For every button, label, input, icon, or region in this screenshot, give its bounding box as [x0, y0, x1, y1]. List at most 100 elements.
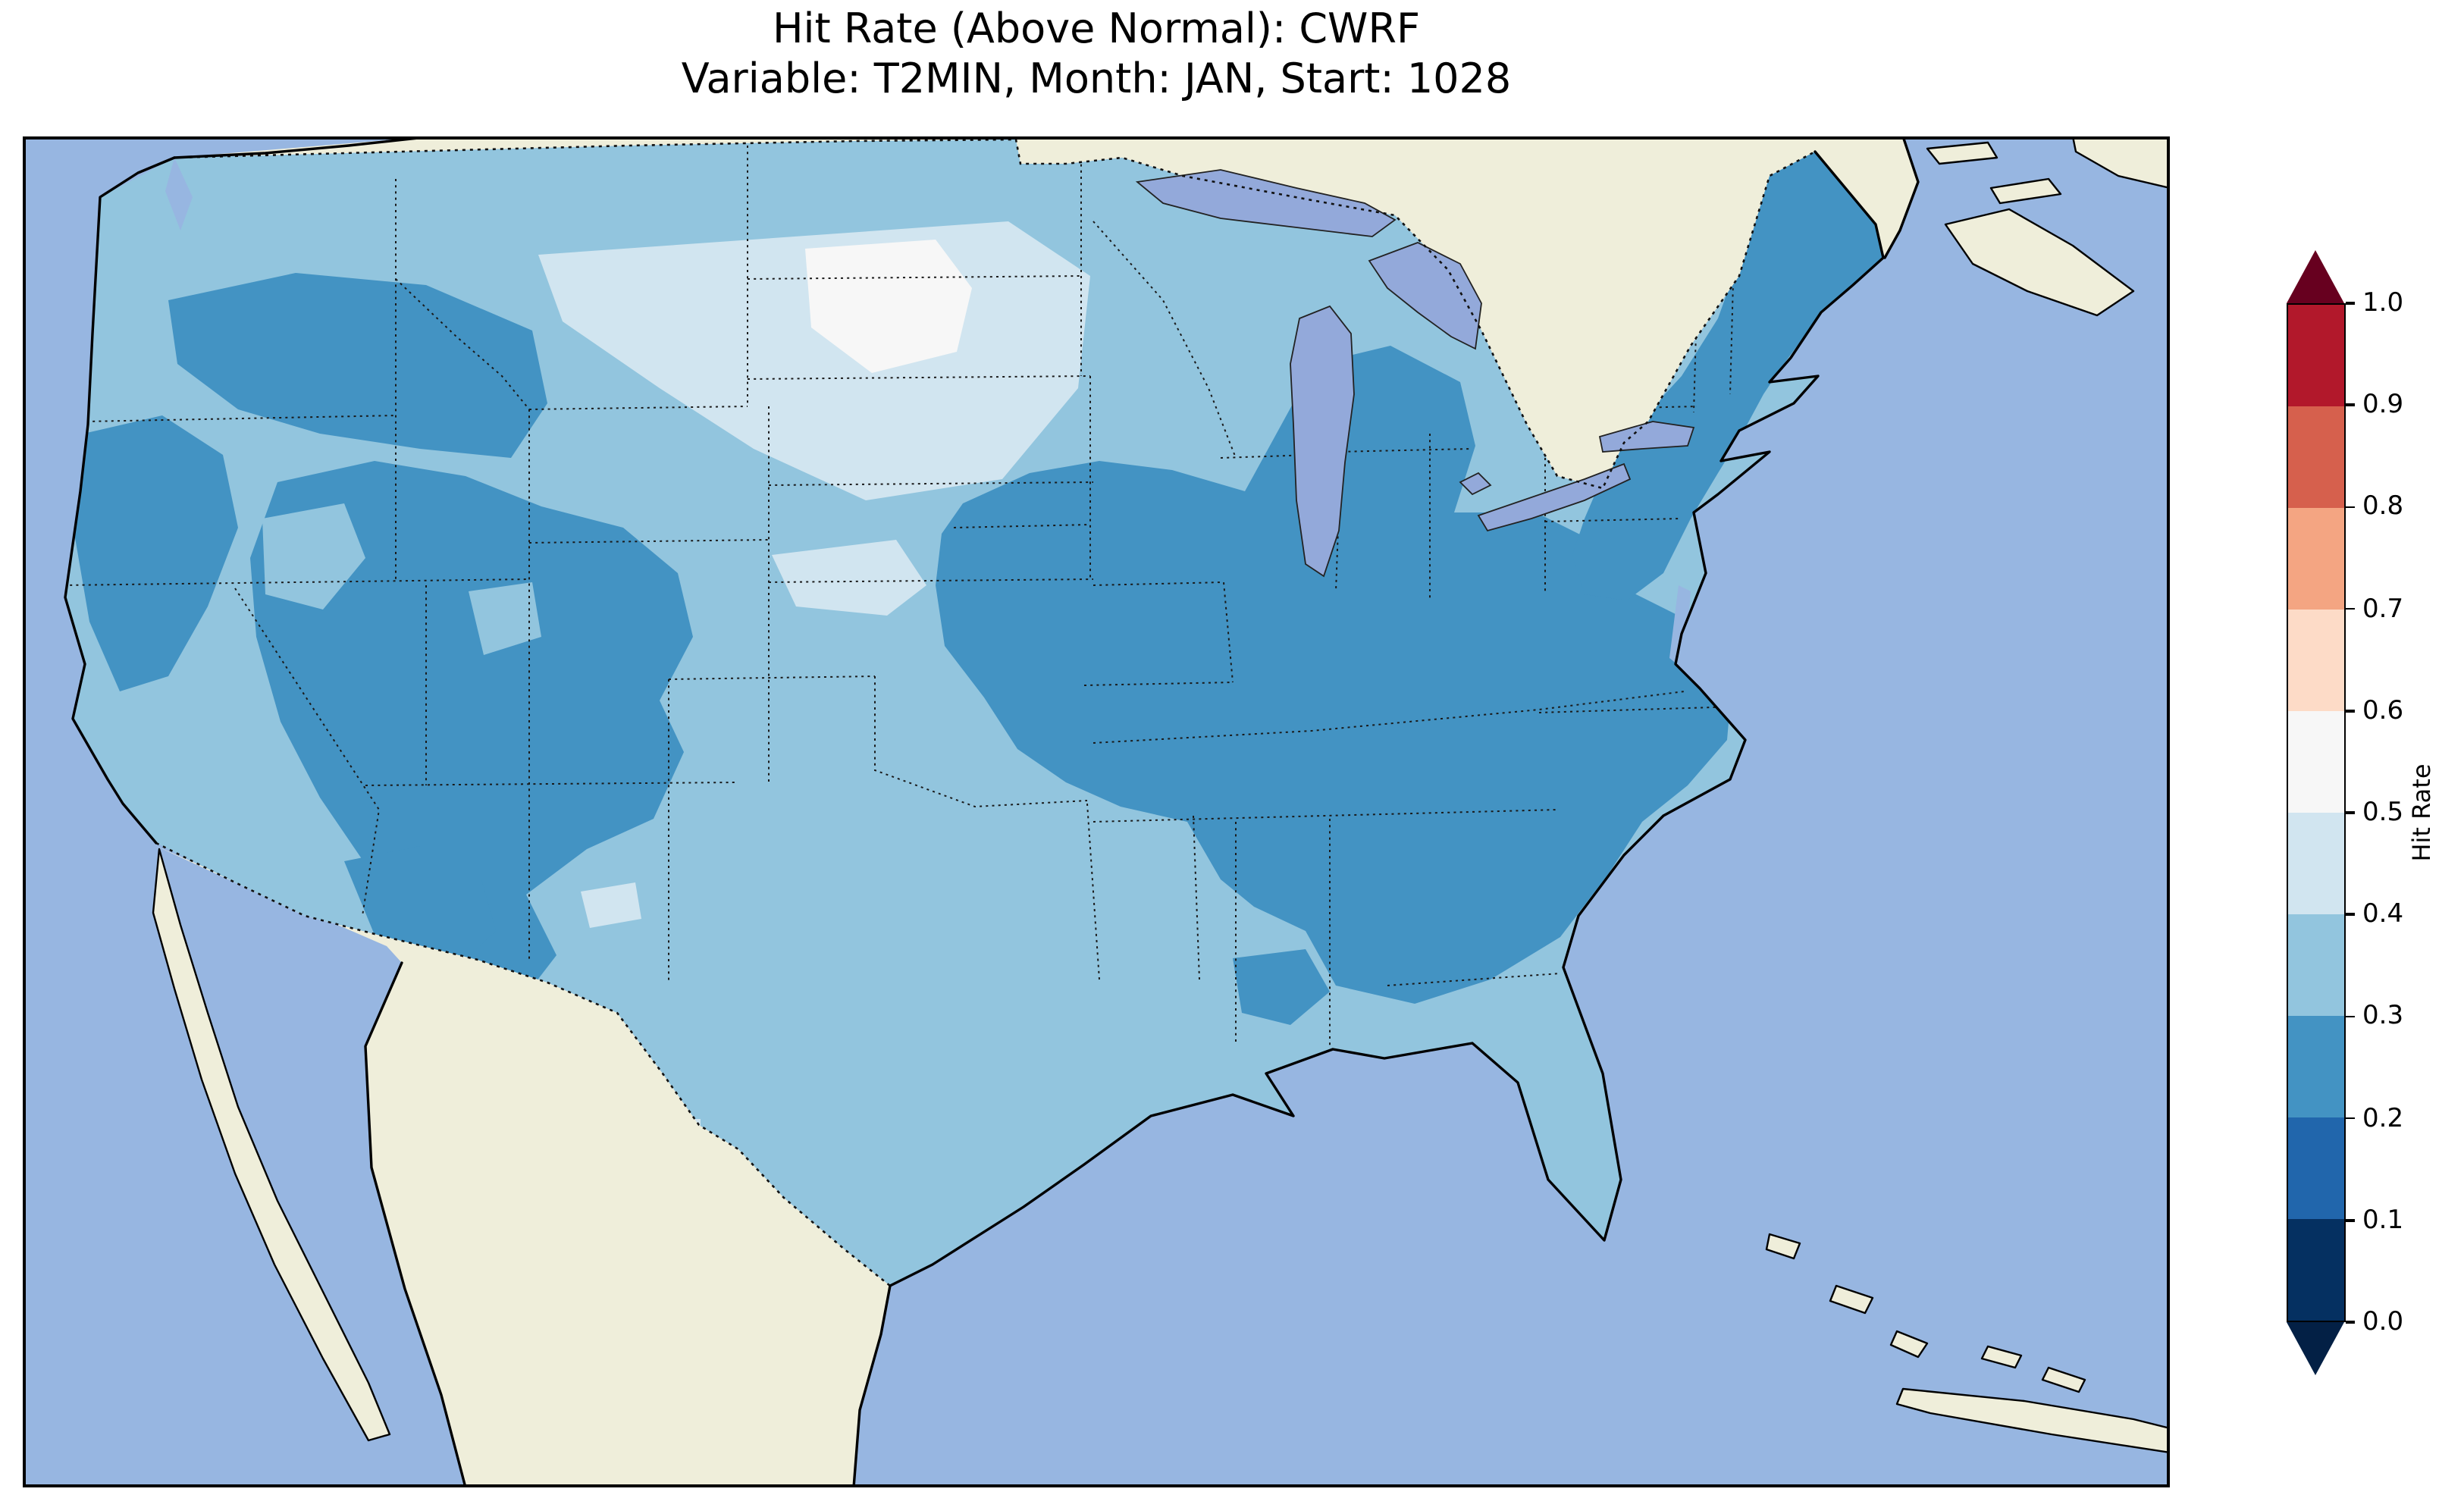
colorbar-tick-mark	[2346, 811, 2355, 814]
nova-scotia	[1944, 208, 2135, 317]
cuba	[1895, 1387, 2170, 1454]
axes-frame	[23, 136, 2170, 1487]
state-border-line	[86, 415, 397, 422]
region-midwest-southeast	[936, 346, 1733, 1004]
state-border-line	[528, 539, 770, 544]
region-mississippi-alabama-spot	[1233, 949, 1330, 1025]
colorbar-tick-mark	[2346, 913, 2355, 916]
bahamas-island	[1889, 1330, 1929, 1359]
colorbar-segment	[2288, 610, 2344, 711]
lake-michigan	[1290, 305, 1355, 578]
newfoundland-corner	[2071, 136, 2170, 190]
state-border-line	[1538, 706, 1737, 713]
state-border-line	[1544, 518, 1682, 522]
colorbar-segment	[2288, 508, 2344, 610]
chart-subtitle: Variable: T2MIN, Month: JAN, Start: 1028	[681, 56, 1512, 103]
region-kansas-patch	[772, 540, 926, 616]
coastline-us-west	[64, 156, 176, 845]
state-borders	[65, 146, 1737, 1046]
lake-superior	[1135, 169, 1397, 237]
state-border-line	[528, 406, 748, 410]
bahamas-island	[1765, 1233, 1801, 1260]
state-border-line	[395, 278, 530, 410]
colorbar-segment	[2288, 1219, 2344, 1321]
colorbar-under-arrow	[2287, 1322, 2344, 1375]
colorbar-tick-label: 0.3	[2362, 1001, 2404, 1032]
state-border-line	[768, 481, 1094, 486]
region-new-mexico-patch	[581, 882, 641, 928]
region-california-coast	[73, 415, 238, 691]
state-border-line	[1092, 809, 1558, 823]
state-border-line	[1086, 803, 1100, 980]
state-border-line	[1729, 281, 1734, 395]
great-lakes	[1135, 169, 1695, 578]
colorbar-tick-mark	[2346, 1321, 2355, 1324]
coastline-us-east-gulf	[889, 150, 1885, 1287]
region-great-basin	[250, 461, 693, 995]
colorbar-tick-mark	[2346, 710, 2355, 713]
baja-california	[152, 848, 391, 1442]
colorbar-tick-label: 0.4	[2362, 899, 2404, 930]
puget-sound	[165, 158, 193, 230]
prince-edward-island	[1989, 177, 2062, 205]
colorbar-tick-mark	[2346, 1015, 2355, 1018]
state-border-line	[747, 375, 1091, 380]
bahamas-island	[2041, 1366, 2086, 1393]
colorbar-segment	[2288, 1016, 2344, 1117]
coastline-british-columbia	[173, 136, 434, 159]
colorbar-tick-label: 0.1	[2362, 1205, 2404, 1236]
colorbar-tick-mark	[2346, 1117, 2355, 1120]
colorbar-tick-mark	[2346, 607, 2355, 610]
bahamas-island	[1829, 1284, 1874, 1315]
colorbar-axis-label: Hit Rate	[2407, 763, 2436, 862]
colorbar-segment	[2288, 914, 2344, 1016]
us-canada-border	[174, 138, 1816, 490]
region-pacific-northwest	[168, 273, 547, 458]
colorbar-body	[2287, 303, 2346, 1322]
colorbar-tick-label: 0.0	[2362, 1307, 2404, 1337]
coastline-mexico-west	[364, 961, 467, 1487]
state-border-line	[1387, 973, 1561, 986]
state-border-line	[1693, 306, 1698, 413]
colorbar-segment	[2288, 711, 2344, 813]
lake-erie	[1477, 462, 1632, 532]
state-border-line	[1335, 448, 1472, 453]
chart-title: Hit Rate (Above Normal): CWRF	[772, 6, 1421, 53]
colorbar-segment	[2288, 813, 2344, 914]
region-utah-hole	[469, 582, 541, 655]
state-border-line	[874, 676, 1088, 808]
chesapeake-bay	[1669, 585, 1691, 670]
colorbar-over-arrow	[2287, 250, 2344, 303]
map-axes	[23, 136, 2170, 1487]
colorbar-tick-label: 0.5	[2362, 798, 2404, 828]
colorbar-tick-label: 1.0	[2362, 288, 2404, 318]
colorbar-tick-label: 0.8	[2362, 491, 2404, 522]
bahamas-island	[1980, 1345, 2023, 1369]
coastline-mexico-gulf	[852, 1284, 892, 1487]
canada-land	[174, 136, 1918, 488]
anticosti-island	[1926, 141, 1998, 165]
colorbar-tick-label: 0.7	[2362, 594, 2404, 625]
lake-huron	[1368, 242, 1482, 350]
colorbar-segment	[2288, 1117, 2344, 1219]
colorbar-tick-mark	[2346, 1219, 2355, 1222]
state-border-line	[234, 588, 381, 917]
colorbar-tick-mark	[2346, 302, 2355, 305]
colorbar-tick-label: 0.9	[2362, 390, 2404, 421]
conus-hit-rate-map	[23, 136, 2170, 1487]
mexico-land	[156, 846, 890, 1487]
lake-st-clair	[1459, 472, 1492, 496]
colorbar-tick-mark	[2346, 506, 2355, 509]
colorbar-tick-label: 0.2	[2362, 1103, 2404, 1134]
coastline-canada-east	[1883, 136, 1920, 259]
hit-rate-field	[65, 139, 1883, 1286]
state-border-line	[1193, 815, 1200, 980]
colorbar-tick-mark	[2346, 403, 2355, 406]
state-border-line	[953, 524, 1091, 528]
colorbar-tick-label: 0.6	[2362, 695, 2404, 726]
state-border-line	[768, 578, 1094, 583]
us-mexico-border	[155, 842, 891, 1287]
colorbar-segment	[2288, 305, 2344, 406]
colorbar-segment	[2288, 406, 2344, 508]
